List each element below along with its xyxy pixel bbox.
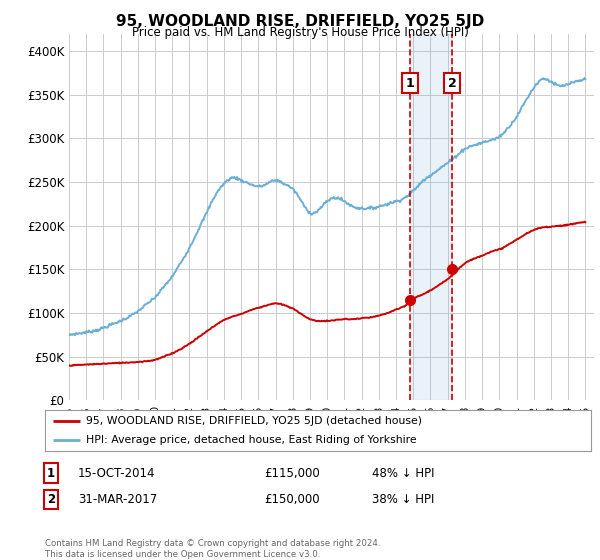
Text: 95, WOODLAND RISE, DRIFFIELD, YO25 5JD: 95, WOODLAND RISE, DRIFFIELD, YO25 5JD xyxy=(116,14,484,29)
Text: 31-MAR-2017: 31-MAR-2017 xyxy=(78,493,157,506)
Text: Price paid vs. HM Land Registry's House Price Index (HPI): Price paid vs. HM Land Registry's House … xyxy=(131,26,469,39)
Text: 1: 1 xyxy=(405,77,414,90)
Text: £150,000: £150,000 xyxy=(264,493,320,506)
Text: 38% ↓ HPI: 38% ↓ HPI xyxy=(372,493,434,506)
Text: 95, WOODLAND RISE, DRIFFIELD, YO25 5JD (detached house): 95, WOODLAND RISE, DRIFFIELD, YO25 5JD (… xyxy=(86,417,422,426)
Text: Contains HM Land Registry data © Crown copyright and database right 2024.
This d: Contains HM Land Registry data © Crown c… xyxy=(45,539,380,559)
Text: 48% ↓ HPI: 48% ↓ HPI xyxy=(372,466,434,480)
Text: 15-OCT-2014: 15-OCT-2014 xyxy=(78,466,155,480)
Bar xyxy=(410,34,452,400)
Text: 2: 2 xyxy=(448,77,457,90)
Text: £115,000: £115,000 xyxy=(264,466,320,480)
Text: HPI: Average price, detached house, East Riding of Yorkshire: HPI: Average price, detached house, East… xyxy=(86,435,416,445)
Text: 2: 2 xyxy=(47,493,55,506)
Text: 1: 1 xyxy=(47,466,55,480)
